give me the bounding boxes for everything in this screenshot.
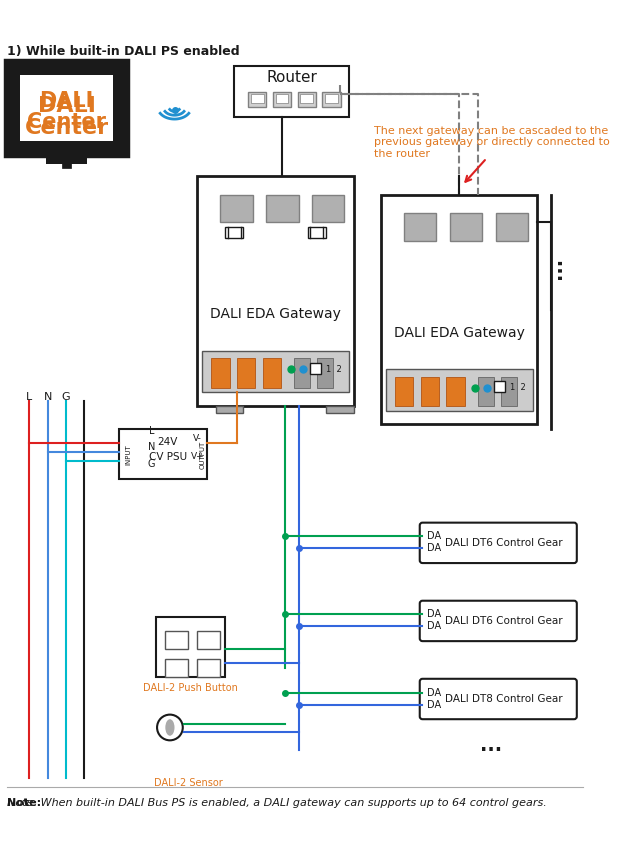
Text: 1  2: 1 2 xyxy=(326,365,342,374)
FancyBboxPatch shape xyxy=(420,601,577,641)
Bar xyxy=(312,195,345,222)
Bar xyxy=(156,617,225,677)
Text: DALI DT6 Control Gear: DALI DT6 Control Gear xyxy=(446,538,563,548)
Bar xyxy=(197,631,221,649)
Text: L: L xyxy=(26,392,33,402)
Text: DALI-2 Sensor: DALI-2 Sensor xyxy=(154,777,222,787)
Text: Center: Center xyxy=(24,118,109,138)
Text: INPUT: INPUT xyxy=(125,444,132,465)
Text: G: G xyxy=(62,392,71,402)
Bar xyxy=(494,381,505,392)
Bar xyxy=(450,214,482,241)
Text: DA: DA xyxy=(427,609,441,619)
Text: DALI: DALI xyxy=(39,91,94,111)
Text: Note:: Note: xyxy=(7,798,41,809)
Bar xyxy=(263,358,281,387)
Text: DA: DA xyxy=(427,700,441,710)
Bar xyxy=(212,358,230,387)
Text: L
N
G: L N G xyxy=(148,426,156,468)
Text: Router: Router xyxy=(266,70,317,84)
Bar xyxy=(317,358,334,387)
Text: ...: ... xyxy=(546,257,565,279)
Text: DALI DT8 Control Gear: DALI DT8 Control Gear xyxy=(446,694,563,704)
FancyBboxPatch shape xyxy=(19,74,114,142)
Text: DALI DT6 Control Gear: DALI DT6 Control Gear xyxy=(446,616,563,626)
Bar xyxy=(20,75,113,141)
Text: N: N xyxy=(44,392,52,402)
Text: Note: When built-in DALI Bus PS is enabled, a DALI gateway can supports up to 64: Note: When built-in DALI Bus PS is enabl… xyxy=(7,798,547,809)
Bar xyxy=(120,429,206,479)
Text: DA: DA xyxy=(427,532,441,542)
Bar xyxy=(311,363,322,374)
Text: ...: ... xyxy=(480,736,502,755)
Text: The next gateway can be cascaded to the
previous gateway or directly connected t: The next gateway can be cascaded to the … xyxy=(374,126,610,159)
Bar xyxy=(251,94,264,103)
FancyBboxPatch shape xyxy=(14,69,120,147)
Text: DALI EDA Gateway: DALI EDA Gateway xyxy=(394,326,525,339)
Bar xyxy=(197,658,221,677)
Bar xyxy=(248,92,266,106)
Bar xyxy=(221,195,253,222)
Bar xyxy=(325,94,338,103)
Text: DALI: DALI xyxy=(38,96,96,116)
Circle shape xyxy=(157,715,183,740)
Text: 24V
CV PSU: 24V CV PSU xyxy=(149,437,186,462)
Text: DALI-2 Push Button: DALI-2 Push Button xyxy=(143,683,238,693)
Bar xyxy=(386,370,532,410)
Bar xyxy=(273,92,291,106)
Text: 1  2: 1 2 xyxy=(510,383,525,392)
Bar xyxy=(421,376,439,406)
Bar xyxy=(300,94,313,103)
Bar xyxy=(237,358,255,387)
Bar xyxy=(225,227,244,238)
Bar xyxy=(308,227,326,238)
Bar xyxy=(395,376,413,406)
Bar xyxy=(216,406,244,414)
Text: Center: Center xyxy=(27,112,106,133)
Text: V-
V+: V- V+ xyxy=(191,434,204,461)
Bar xyxy=(496,214,528,241)
Bar xyxy=(276,94,289,103)
Bar xyxy=(404,214,436,241)
Bar xyxy=(234,66,349,116)
Text: DA: DA xyxy=(427,688,441,698)
Bar xyxy=(446,376,465,406)
Bar xyxy=(165,631,188,649)
Bar xyxy=(326,406,354,414)
Text: OUTPUT: OUTPUT xyxy=(200,441,206,468)
Ellipse shape xyxy=(165,719,174,736)
Bar xyxy=(266,195,298,222)
Bar xyxy=(322,92,341,106)
Text: DA: DA xyxy=(427,621,441,631)
Bar xyxy=(381,195,538,425)
FancyBboxPatch shape xyxy=(420,679,577,719)
Bar xyxy=(202,351,349,392)
Text: 1) While built-in DALI PS enabled: 1) While built-in DALI PS enabled xyxy=(7,45,240,58)
Text: DALI EDA Gateway: DALI EDA Gateway xyxy=(210,307,341,322)
Bar xyxy=(500,376,517,406)
Bar xyxy=(197,176,354,406)
Bar xyxy=(478,376,494,406)
Bar xyxy=(294,358,311,387)
Bar xyxy=(298,92,316,106)
Bar xyxy=(46,158,87,164)
Text: DA: DA xyxy=(427,544,441,554)
FancyBboxPatch shape xyxy=(420,522,577,563)
Bar xyxy=(165,658,188,677)
Bar xyxy=(14,69,120,147)
